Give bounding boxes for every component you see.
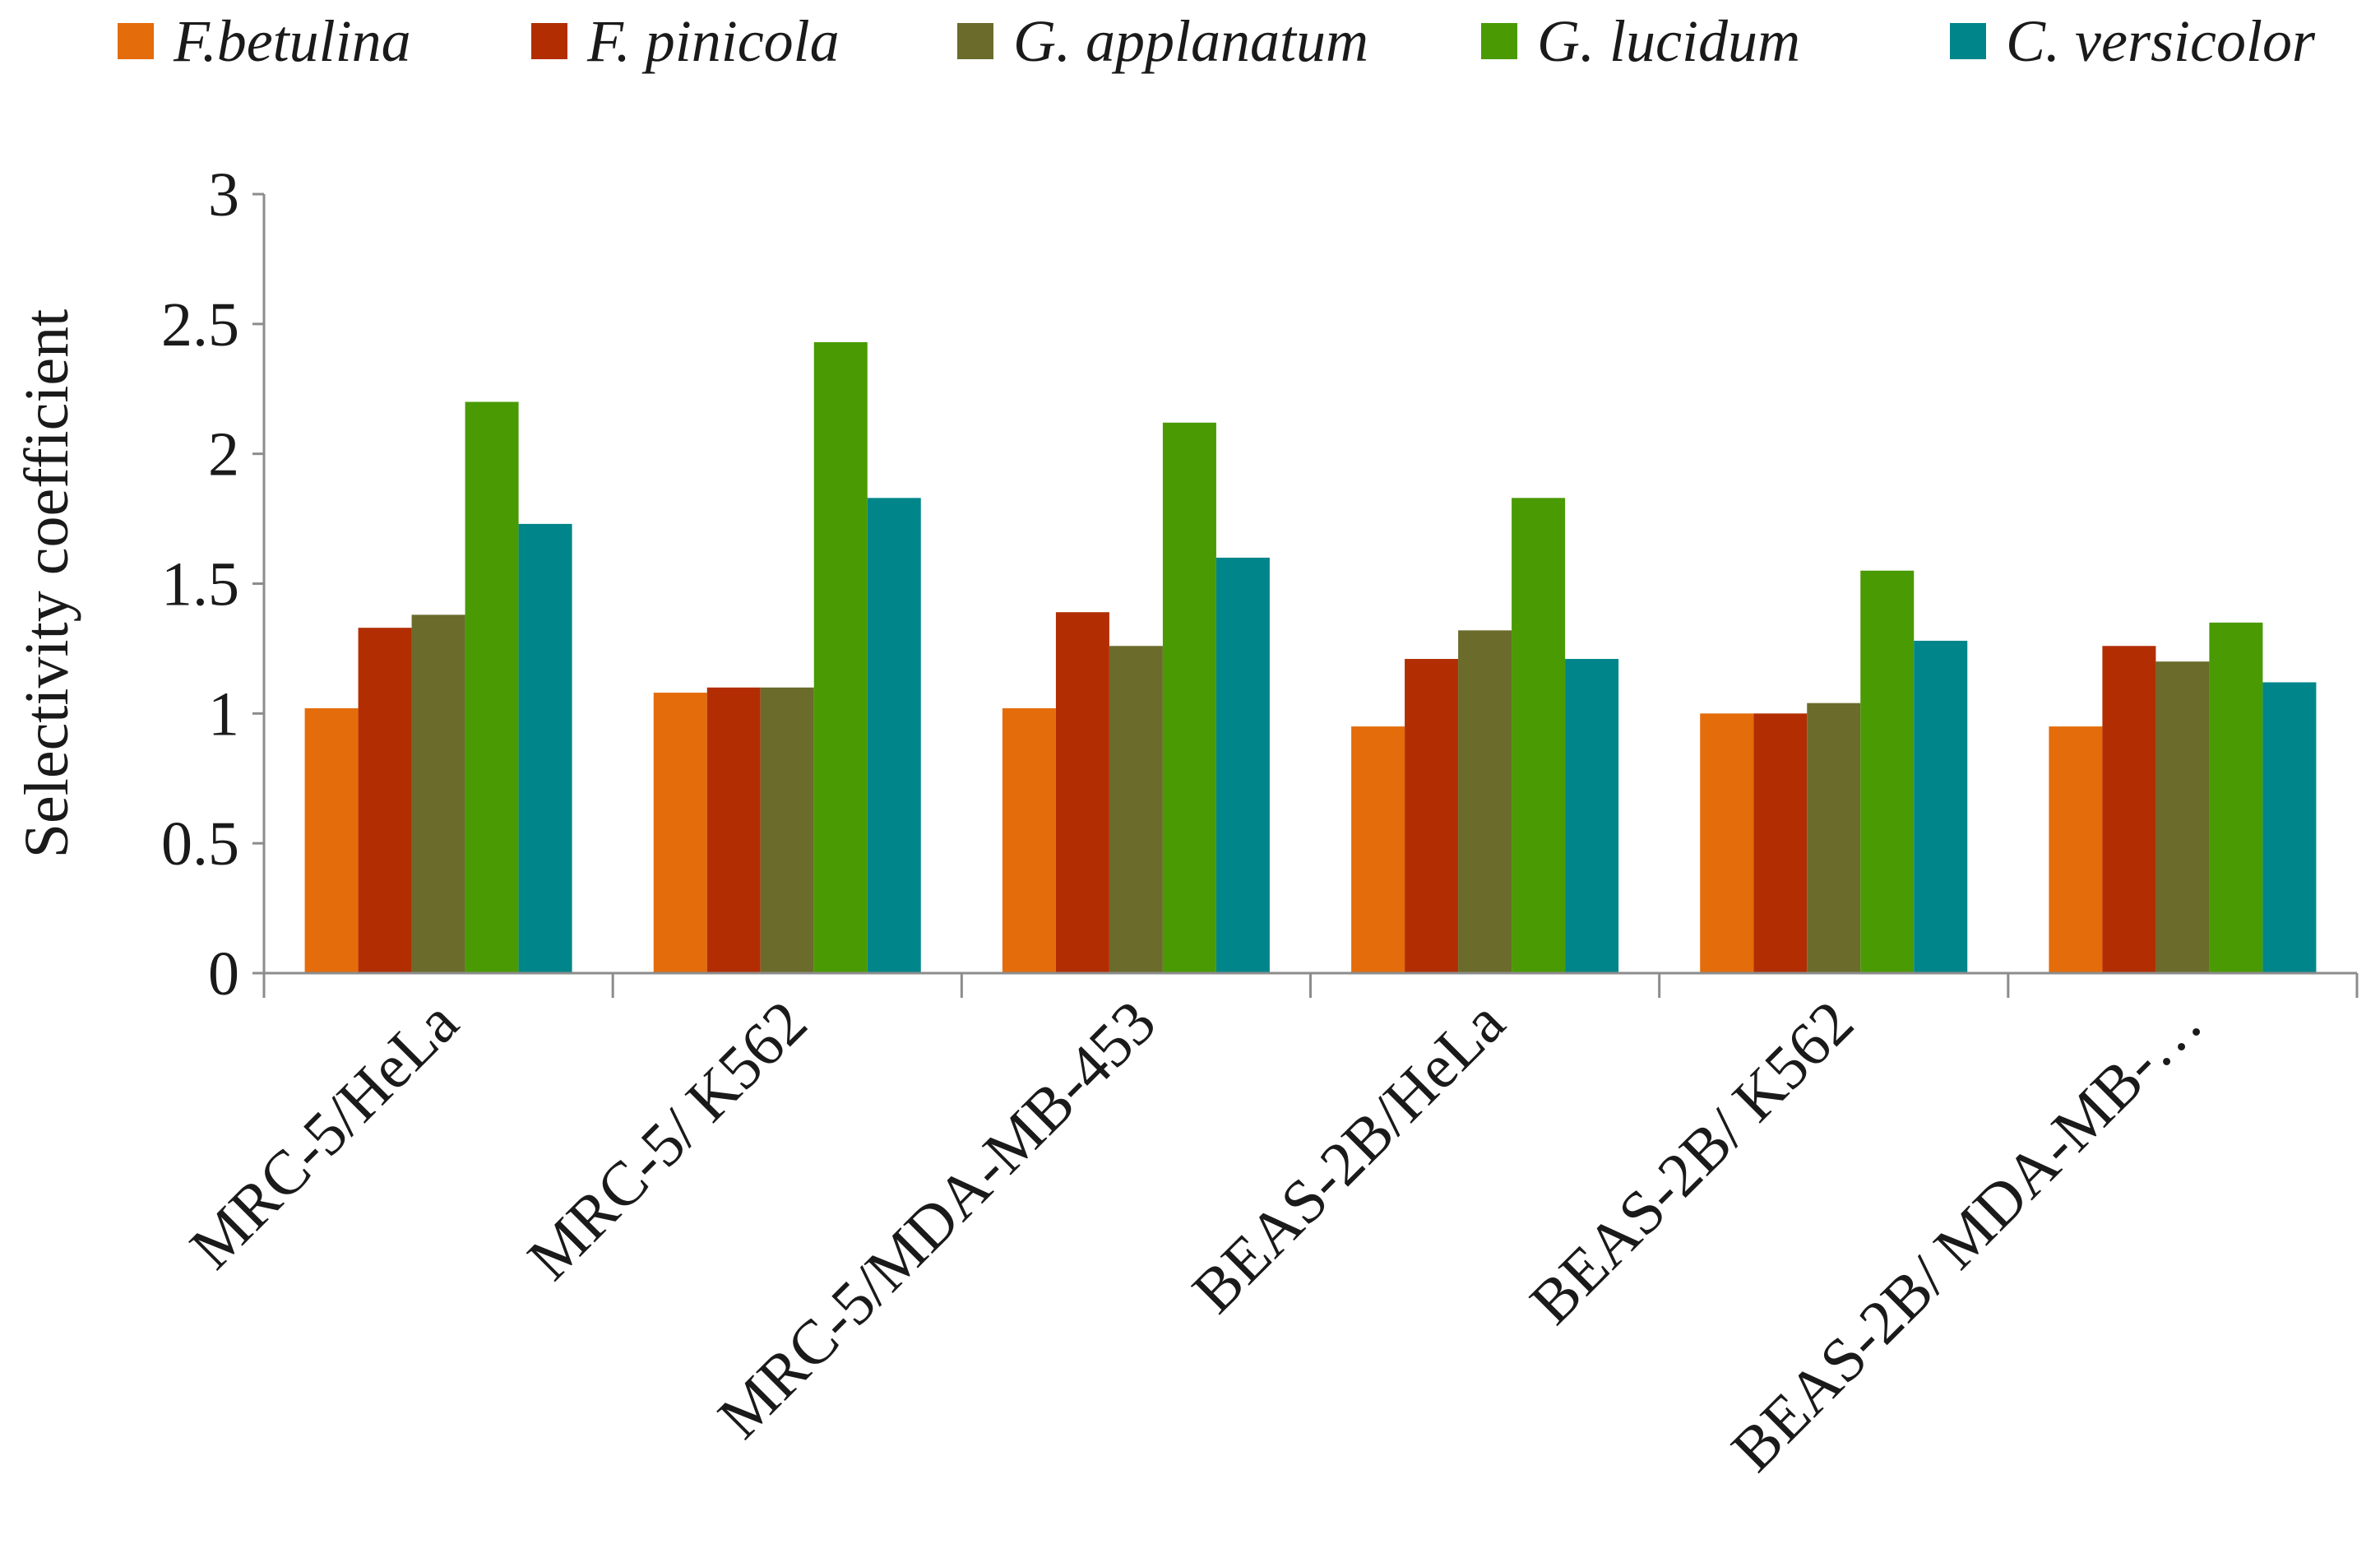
legend-swatch — [531, 23, 567, 59]
x-category-label: BEAS-2B/HeLa — [1179, 988, 1518, 1327]
y-tick-label: 0 — [208, 939, 239, 1009]
bar — [1860, 570, 1915, 973]
legend-item: C. versicolor — [1950, 8, 2316, 74]
legend-item: G. applanatum — [957, 8, 1368, 74]
bar — [465, 401, 519, 973]
x-category-label: MRC-5/ K562 — [515, 988, 820, 1293]
legend-label: C. versicolor — [2006, 8, 2316, 74]
bar — [1512, 498, 1566, 973]
bar-group — [1700, 570, 1968, 973]
bar — [1162, 422, 1216, 973]
legend-swatch — [957, 23, 993, 59]
bar — [2209, 622, 2263, 973]
x-category-label: BEAS-2B/ K562 — [1517, 988, 1867, 1338]
legend-swatch — [1950, 23, 1986, 59]
bar — [706, 687, 761, 973]
legend-label: F.betulina — [173, 8, 411, 74]
bar — [2262, 682, 2317, 973]
bar — [1753, 713, 1808, 973]
y-tick-label: 3 — [208, 160, 239, 230]
legend-item: F.betulina — [118, 8, 411, 74]
bar — [760, 687, 814, 973]
bar — [1458, 630, 1512, 973]
bar — [653, 693, 707, 973]
bar — [2102, 646, 2156, 973]
legend-label: F. pinicola — [586, 8, 840, 74]
y-tick-label: 1.5 — [161, 550, 239, 619]
bar — [867, 498, 921, 973]
bar — [813, 341, 868, 973]
bars — [304, 341, 2317, 973]
bar — [1351, 726, 1405, 973]
y-tick-label: 0.5 — [161, 809, 239, 879]
legend-label: G. lucidum — [1537, 8, 1800, 74]
bar — [2049, 726, 2103, 973]
bar — [518, 523, 572, 973]
y-tick-label: 2 — [208, 420, 239, 489]
legend-swatch — [118, 23, 154, 59]
bar — [358, 628, 412, 973]
y-axis: 0 0.5 1 1.5 2 2.5 3 — [161, 160, 264, 1009]
y-axis-title: Selectivity coefficient — [12, 309, 81, 859]
legend: F.betulina F. pinicola G. applanatum G. luc… — [118, 8, 2316, 74]
y-tick-label: 1 — [208, 679, 239, 749]
bar — [1565, 659, 1619, 973]
legend-swatch — [1481, 23, 1517, 59]
bar — [2155, 661, 2210, 973]
bar — [1700, 713, 1754, 973]
y-tick-label: 2.5 — [161, 290, 239, 359]
bar-group — [1351, 498, 1619, 973]
bar — [1215, 557, 1270, 973]
y-axis-title-group: Selectivity coefficient — [12, 309, 81, 859]
legend-item: G. lucidum — [1481, 8, 1800, 74]
bar — [1807, 702, 1861, 973]
x-category-label: MRC-5/HeLa — [177, 988, 471, 1282]
bar — [1405, 659, 1459, 973]
legend-item: F. pinicola — [531, 8, 840, 74]
bar — [1109, 646, 1163, 973]
bar — [1055, 612, 1109, 973]
bar-group — [304, 401, 572, 973]
bar — [1002, 708, 1056, 973]
bar-group — [1002, 422, 1270, 973]
bar — [304, 708, 359, 973]
axes — [262, 194, 2359, 998]
bar — [1914, 640, 1968, 973]
bar-group — [653, 341, 921, 973]
bar-group — [2049, 622, 2317, 973]
bar — [411, 614, 465, 973]
legend-label: G. applanatum — [1013, 8, 1368, 74]
